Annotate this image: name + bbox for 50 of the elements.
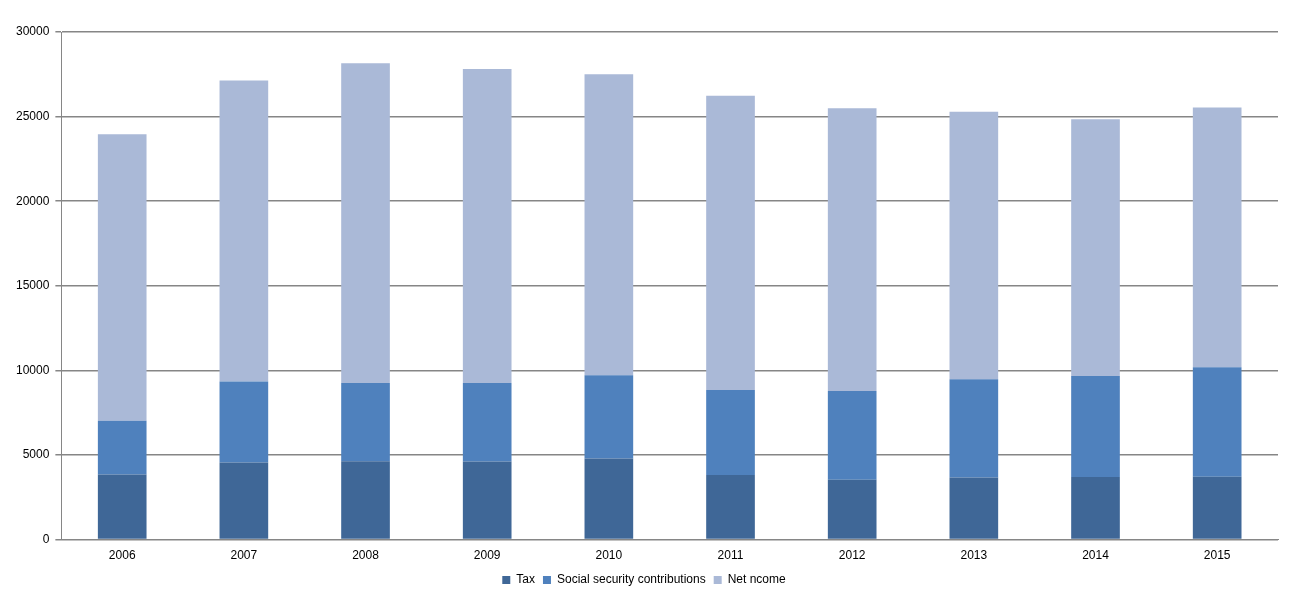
legend-label: Social security contributions bbox=[556, 572, 706, 587]
bar bbox=[584, 458, 634, 539]
y-tick-label: 0 bbox=[42, 531, 50, 546]
bar bbox=[341, 63, 390, 383]
y-tick-label: 10000 bbox=[15, 362, 50, 377]
bar bbox=[1071, 119, 1120, 376]
bar bbox=[706, 474, 755, 539]
y-tick-label: 30000 bbox=[15, 24, 50, 39]
bar bbox=[462, 382, 512, 462]
bar bbox=[706, 95, 755, 391]
x-tick-label: 2007 bbox=[230, 548, 258, 563]
bar bbox=[949, 477, 999, 539]
bar bbox=[1071, 477, 1120, 539]
bar bbox=[1192, 476, 1242, 539]
bar bbox=[949, 379, 999, 478]
x-tick-label: 2013 bbox=[960, 548, 988, 563]
bar bbox=[1192, 107, 1242, 368]
bar bbox=[97, 474, 147, 539]
x-tick-label: 2008 bbox=[352, 548, 380, 563]
bar bbox=[584, 375, 634, 459]
y-tick-label: 25000 bbox=[15, 108, 50, 123]
legend-label: Tax bbox=[516, 572, 535, 587]
bar bbox=[1192, 367, 1242, 477]
x-tick-label: 2010 bbox=[595, 548, 623, 563]
bar bbox=[949, 111, 999, 380]
bar bbox=[219, 462, 269, 539]
bar bbox=[584, 74, 634, 376]
x-tick-label: 2015 bbox=[1203, 548, 1231, 563]
bar bbox=[462, 68, 512, 383]
bar bbox=[827, 479, 877, 539]
bar bbox=[462, 461, 512, 539]
x-tick-label: 2014 bbox=[1082, 548, 1110, 563]
y-tick-label: 5000 bbox=[22, 447, 50, 462]
bar bbox=[706, 390, 755, 475]
x-tick-label: 2006 bbox=[108, 548, 136, 563]
bar bbox=[341, 382, 390, 462]
bar bbox=[97, 420, 147, 475]
legend-label: Net ncome bbox=[727, 572, 787, 587]
bar bbox=[219, 381, 269, 463]
x-tick-label: 2009 bbox=[473, 548, 501, 563]
bar bbox=[827, 108, 877, 392]
x-tick-label: 2012 bbox=[838, 548, 866, 563]
bar bbox=[1071, 375, 1120, 477]
bar bbox=[97, 134, 147, 421]
bar bbox=[219, 80, 269, 382]
bar bbox=[827, 391, 877, 480]
y-tick-label: 20000 bbox=[15, 193, 50, 208]
x-tick-label: 2011 bbox=[717, 548, 744, 563]
bar bbox=[341, 461, 390, 539]
y-tick-label: 15000 bbox=[15, 278, 50, 293]
